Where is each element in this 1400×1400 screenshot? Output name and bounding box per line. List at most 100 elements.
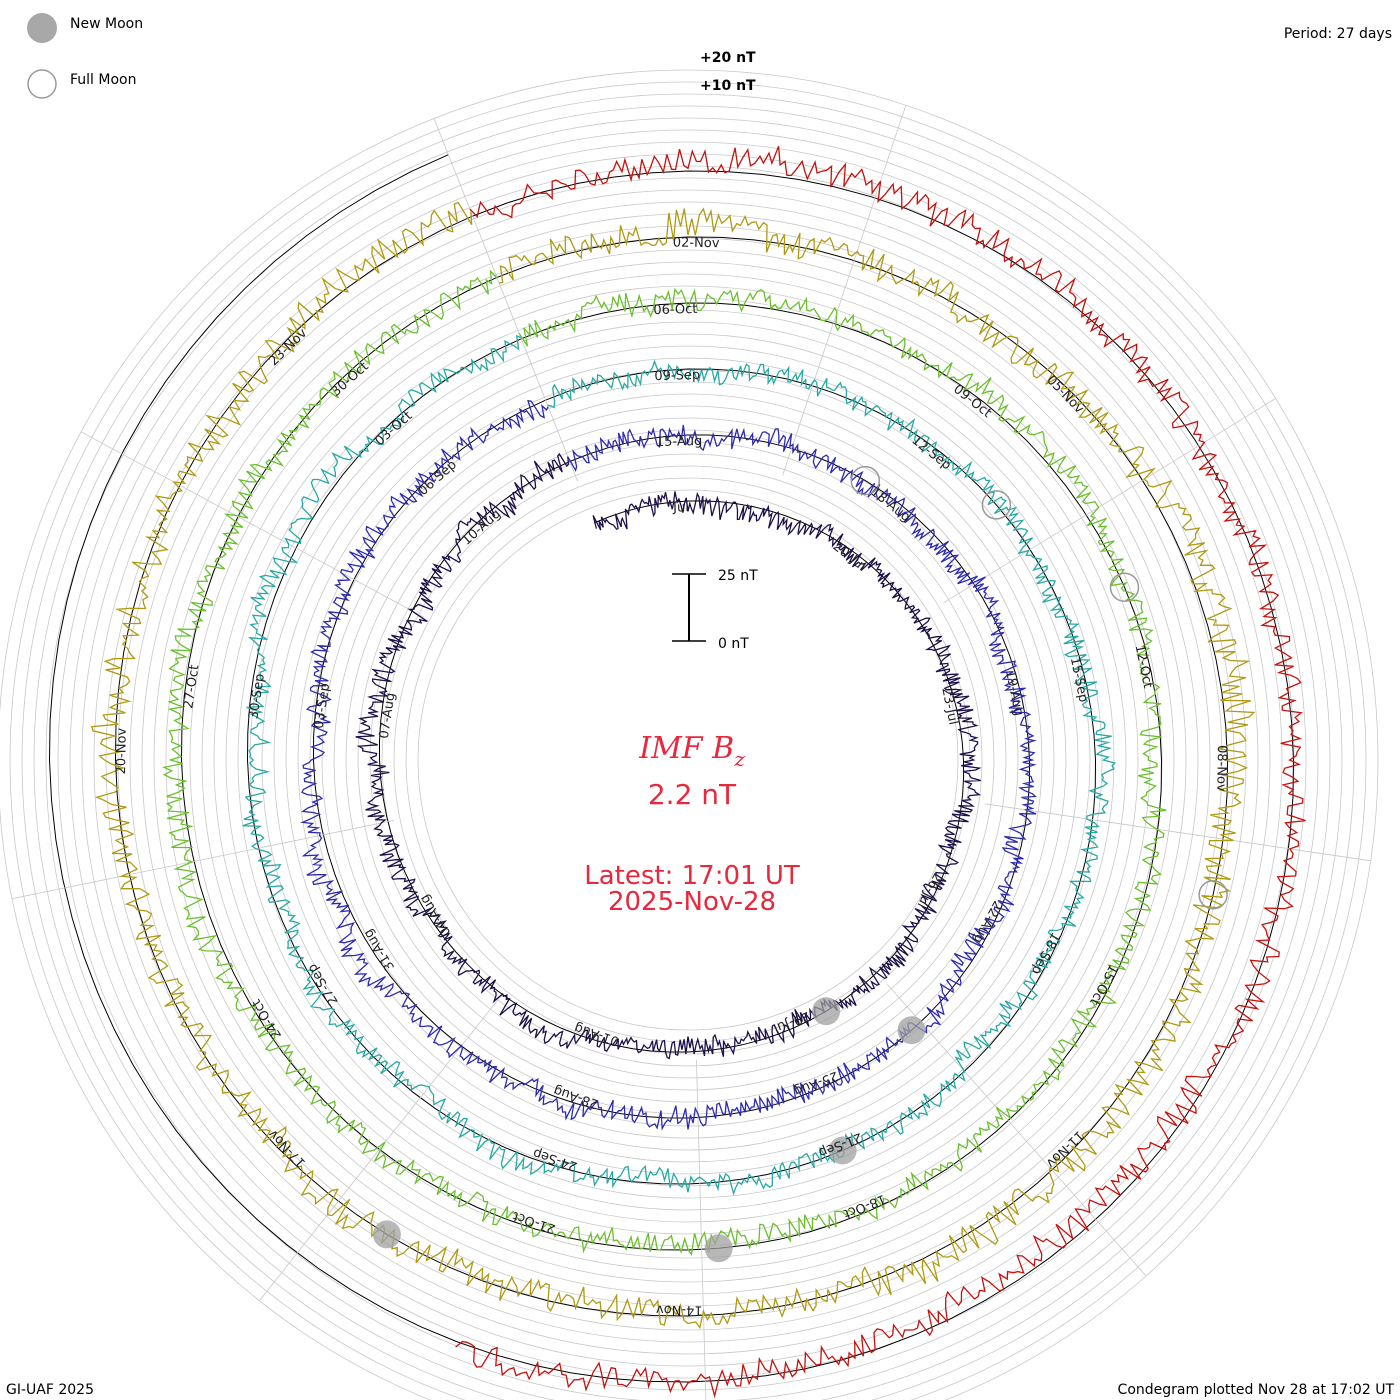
day-spokes — [12, 105, 1371, 1400]
grid-ring — [309, 381, 1067, 1139]
date-label: 26-Jul — [914, 870, 945, 910]
date-label: 23-Nov — [266, 326, 310, 369]
grid-ring — [297, 369, 1079, 1151]
grid-ring — [33, 105, 1343, 1400]
day-spoke — [782, 105, 907, 476]
grid-ring — [141, 213, 1235, 1307]
date-label: 28-Aug — [552, 1082, 601, 1111]
latest-date: 2025-Nov-28 — [608, 887, 776, 917]
scale-bar-top-label: 25 nT — [718, 568, 758, 584]
legend-full-moon-label: Full Moon — [70, 72, 136, 88]
date-label: 29-Jul — [771, 1008, 812, 1036]
series-trace-5 — [90, 201, 1256, 1330]
day-spoke — [12, 819, 395, 900]
date-label: 17-Nov — [266, 1126, 309, 1170]
grid-ring — [273, 345, 1103, 1175]
date-label: 12-Sep — [909, 433, 954, 473]
date-label: 08-Nov — [1213, 745, 1229, 792]
series-trace-4 — [162, 269, 1167, 1257]
new-moon-legend-icon — [27, 13, 57, 43]
grid-ring — [417, 489, 959, 1031]
scale-bar-bottom-label: 0 nT — [718, 636, 749, 652]
series-trace-6 — [455, 145, 1306, 1399]
footer-credit: GI-UAF 2025 — [6, 1382, 94, 1398]
date-label: 07-Aug — [377, 692, 399, 740]
date-label: 15-Aug — [656, 434, 703, 450]
day-spoke — [984, 803, 1371, 862]
full-moon-marker — [1198, 880, 1228, 910]
series-trace-1 — [355, 452, 982, 1060]
grid-ring — [129, 201, 1247, 1319]
grid-ring — [249, 321, 1127, 1199]
date-label: 10-Aug — [459, 507, 504, 549]
grid-ring — [21, 93, 1355, 1400]
date-label: Jul — [672, 500, 689, 515]
day-spoke — [943, 398, 1276, 604]
grid-ring — [285, 357, 1091, 1163]
date-label: 06-Oct — [653, 302, 697, 318]
grid-ring — [405, 477, 971, 1043]
date-label: 12-Oct — [1132, 643, 1156, 689]
grid-ring — [177, 249, 1199, 1271]
date-label: 25-Aug — [792, 1068, 841, 1099]
grid-ring — [261, 333, 1115, 1187]
date-label: 23-Jul — [938, 686, 960, 726]
new-moon-marker — [897, 1016, 926, 1045]
grid-ring — [189, 261, 1187, 1259]
day-spoke — [886, 984, 1147, 1277]
grid-ring — [105, 177, 1271, 1343]
date-label: 18-Sep — [1028, 929, 1063, 976]
full-moon-legend-icon — [27, 69, 57, 99]
date-labels: Jul20-Jul23-Jul26-Jul29-Jul01-Aug04-Aug0… — [114, 236, 1229, 1318]
ring-scale-label-20: +20 nT — [700, 50, 756, 66]
date-label: 18-Oct — [841, 1191, 888, 1221]
grid-ring — [357, 429, 1019, 1091]
grid-ring — [69, 141, 1307, 1379]
ring-scale-label-10: +10 nT — [700, 78, 756, 94]
date-label: 20-Nov — [114, 727, 130, 774]
full-moon-marker — [1109, 572, 1140, 602]
series-trace-2 — [300, 399, 1037, 1131]
date-label: 03-Sep — [312, 682, 334, 729]
grid-ring — [0, 69, 1379, 1400]
moon-markers — [372, 465, 1228, 1263]
day-spoke — [80, 431, 425, 618]
center-title: IMF Bz — [638, 731, 745, 771]
scale-bar: 25 nT 0 nT — [672, 568, 758, 652]
grid-ring — [57, 129, 1319, 1391]
date-label: 02-Nov — [673, 236, 720, 252]
grid-ring — [165, 237, 1211, 1283]
date-label: 15-Sep — [1067, 656, 1091, 704]
new-moon-marker — [812, 997, 841, 1026]
grid-ring — [117, 189, 1259, 1331]
date-label: 22-Aug — [970, 898, 1005, 946]
date-label: 19-Aug — [1002, 669, 1026, 717]
series-traces — [90, 145, 1306, 1399]
grid-ring — [153, 225, 1223, 1295]
full-moon-marker — [981, 490, 1012, 520]
date-label: 20-Jul — [830, 539, 869, 574]
date-label: 09-Sep — [654, 368, 700, 384]
new-moon-marker — [372, 1220, 401, 1249]
grid-ring — [45, 117, 1331, 1400]
footer-plotted: Condegram plotted Nov 28 at 17:02 UT — [1118, 1382, 1395, 1398]
current-value: 2.2 nT — [648, 778, 737, 811]
period-label: Period: 27 days — [1284, 26, 1392, 42]
date-label: 27-Oct — [181, 664, 202, 710]
date-label: 30-Sep — [246, 673, 268, 720]
date-label: 27-Sep — [305, 961, 342, 1008]
day-spoke — [696, 1059, 707, 1400]
grid-ring — [381, 453, 995, 1067]
grid-ring — [201, 273, 1175, 1247]
legend-new-moon-label: New Moon — [70, 16, 143, 32]
date-label: 05-Nov — [1043, 373, 1086, 417]
latest-time: Latest: 17:01 UT — [584, 861, 800, 891]
grid-ring — [333, 405, 1043, 1115]
date-label: 18-Aug — [867, 485, 913, 526]
date-label: 14-Nov — [656, 1302, 703, 1318]
grid-ring — [9, 81, 1367, 1400]
date-label: 21-Oct — [511, 1208, 558, 1236]
day-spoke — [433, 118, 578, 482]
new-moon-marker — [704, 1234, 733, 1263]
